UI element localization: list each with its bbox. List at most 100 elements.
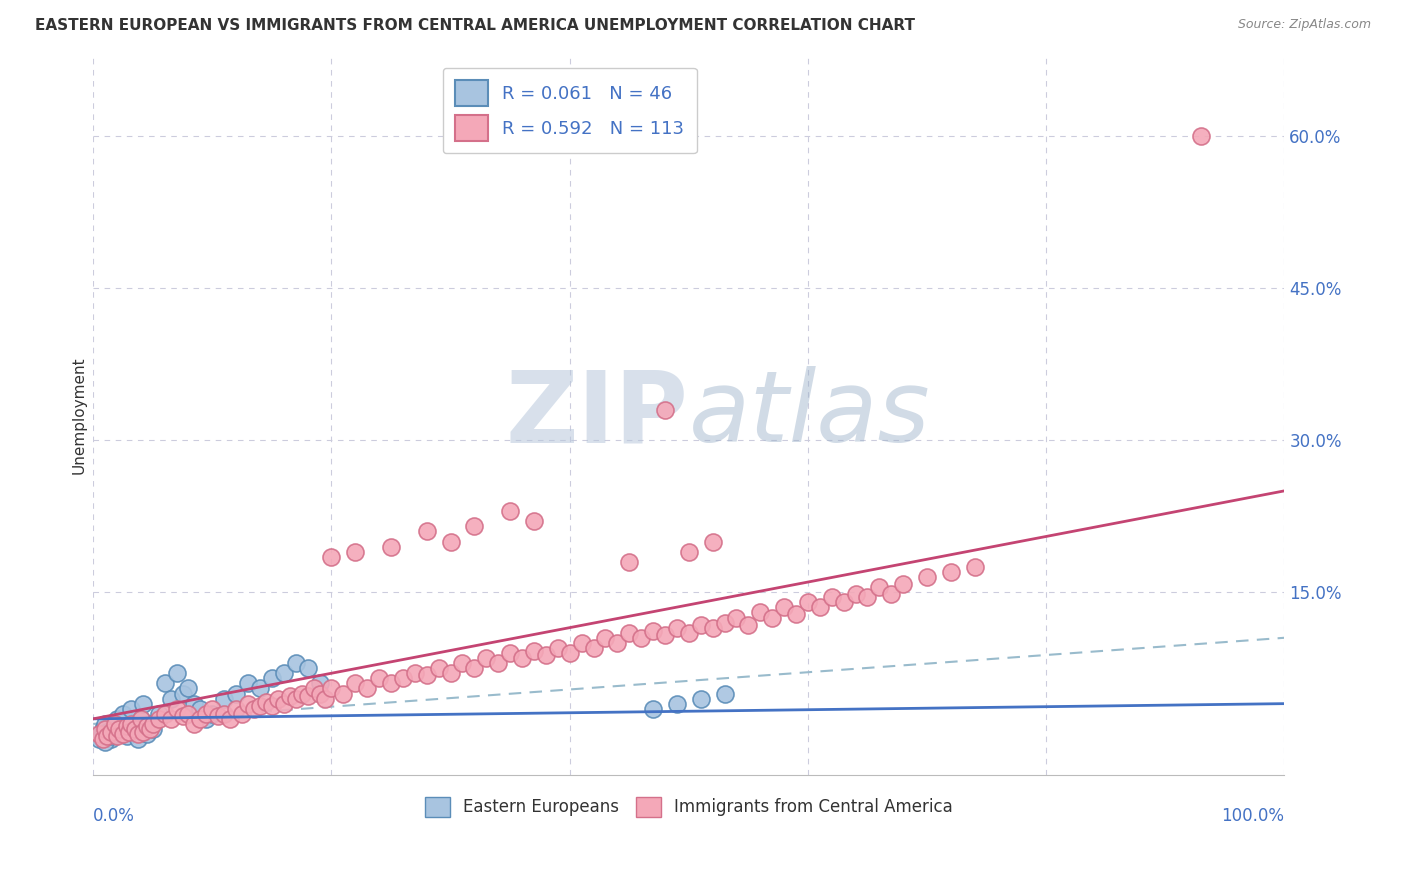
- Point: [558, 646, 581, 660]
- Point: [689, 617, 711, 632]
- Point: [773, 600, 796, 615]
- Point: [595, 631, 617, 645]
- Point: [678, 625, 700, 640]
- Point: [702, 534, 724, 549]
- Point: [761, 610, 783, 624]
- Point: [344, 676, 367, 690]
- Point: [153, 706, 176, 721]
- Point: [475, 651, 498, 665]
- Point: [856, 591, 879, 605]
- Point: [111, 706, 134, 721]
- Point: [225, 686, 247, 700]
- Point: [249, 681, 271, 696]
- Point: [302, 681, 325, 696]
- Point: [665, 697, 688, 711]
- Point: [94, 722, 117, 736]
- Point: [314, 691, 336, 706]
- Point: [118, 725, 141, 739]
- Point: [737, 617, 759, 632]
- Point: [166, 702, 188, 716]
- Point: [278, 689, 301, 703]
- Point: [267, 691, 290, 706]
- Point: [439, 666, 461, 681]
- Point: [153, 676, 176, 690]
- Point: [212, 691, 235, 706]
- Point: [344, 544, 367, 558]
- Point: [749, 606, 772, 620]
- Point: [159, 691, 181, 706]
- Point: [201, 706, 224, 721]
- Point: [100, 725, 122, 739]
- Point: [96, 729, 118, 743]
- Point: [104, 717, 127, 731]
- Point: [124, 722, 146, 736]
- Point: [284, 656, 307, 670]
- Point: [111, 727, 134, 741]
- Point: [368, 671, 391, 685]
- Point: [297, 661, 319, 675]
- Point: [129, 712, 152, 726]
- Point: [641, 624, 664, 638]
- Point: [166, 666, 188, 681]
- Point: [332, 686, 354, 700]
- Point: [127, 732, 149, 747]
- Point: [630, 631, 652, 645]
- Point: [91, 732, 114, 747]
- Point: [135, 719, 157, 733]
- Point: [606, 636, 628, 650]
- Point: [177, 681, 200, 696]
- Point: [523, 514, 546, 528]
- Point: [689, 691, 711, 706]
- Point: [94, 717, 117, 731]
- Point: [404, 666, 426, 681]
- Point: [702, 621, 724, 635]
- Point: [105, 712, 128, 726]
- Point: [105, 729, 128, 743]
- Point: [254, 695, 277, 709]
- Point: [665, 621, 688, 635]
- Point: [207, 708, 229, 723]
- Point: [939, 565, 962, 579]
- Point: [100, 729, 122, 743]
- Point: [108, 727, 131, 741]
- Point: [142, 717, 165, 731]
- Point: [183, 697, 205, 711]
- Point: [463, 661, 485, 675]
- Point: [104, 719, 127, 733]
- Point: [380, 540, 402, 554]
- Point: [177, 706, 200, 721]
- Point: [89, 732, 111, 747]
- Point: [273, 697, 295, 711]
- Point: [321, 681, 343, 696]
- Text: 0.0%: 0.0%: [93, 807, 135, 825]
- Point: [963, 559, 986, 574]
- Text: 100.0%: 100.0%: [1222, 807, 1285, 825]
- Point: [120, 717, 142, 731]
- Point: [139, 717, 162, 731]
- Point: [249, 698, 271, 713]
- Point: [571, 636, 593, 650]
- Point: [486, 656, 509, 670]
- Point: [127, 727, 149, 741]
- Point: [124, 722, 146, 736]
- Point: [89, 727, 111, 741]
- Point: [195, 712, 218, 726]
- Point: [392, 671, 415, 685]
- Point: [108, 722, 131, 736]
- Point: [91, 722, 114, 736]
- Point: [725, 610, 748, 624]
- Point: [148, 712, 170, 726]
- Point: [291, 686, 314, 700]
- Point: [451, 656, 474, 670]
- Point: [308, 686, 330, 700]
- Point: [713, 615, 735, 630]
- Legend: Eastern Europeans, Immigrants from Central America: Eastern Europeans, Immigrants from Centr…: [418, 790, 959, 824]
- Point: [139, 722, 162, 736]
- Point: [190, 702, 212, 716]
- Text: Source: ZipAtlas.com: Source: ZipAtlas.com: [1237, 18, 1371, 31]
- Text: ZIP: ZIP: [506, 367, 689, 463]
- Point: [619, 625, 641, 640]
- Point: [523, 644, 546, 658]
- Point: [115, 729, 138, 743]
- Point: [463, 519, 485, 533]
